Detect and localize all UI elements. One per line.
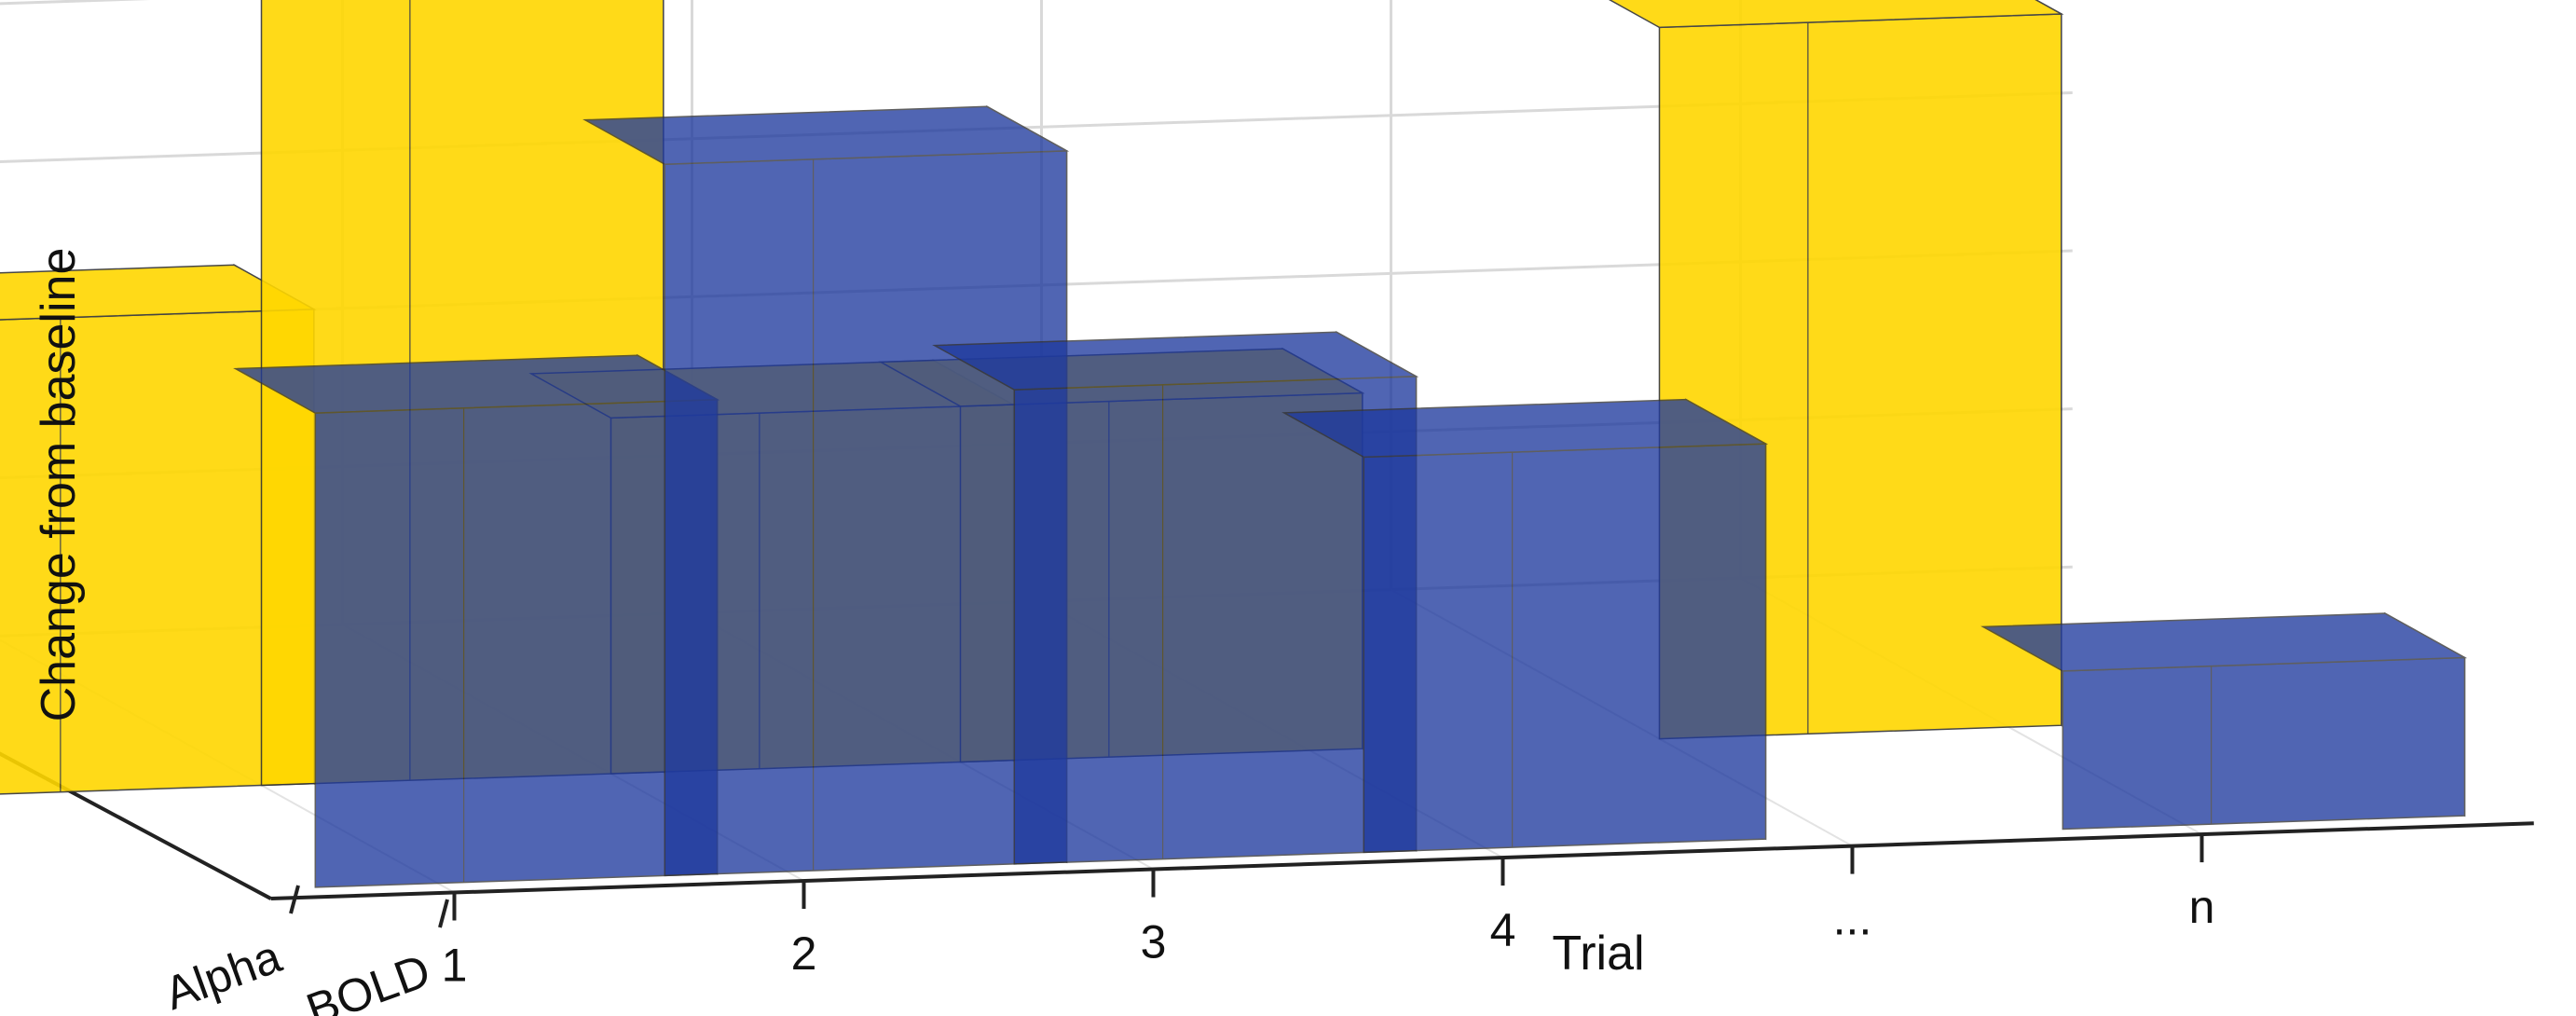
bar-top-face [233, 354, 720, 414]
bars-layer [0, 0, 2468, 888]
x-tick-label: 2 [791, 927, 817, 980]
x-tick-label: 4 [1490, 904, 1516, 956]
bar-top-face [932, 331, 1419, 391]
bar-top-face [0, 264, 317, 321]
bar-front-face [1363, 443, 1767, 854]
bar-bold [1980, 611, 2468, 831]
bar-front-face [314, 398, 719, 888]
x-tick-label: n [2189, 881, 2215, 933]
x-tick-label: ... [1833, 893, 1872, 945]
bar-front-face [664, 150, 1068, 877]
x-axis-line [270, 821, 2534, 901]
bar-top-face [1609, 0, 2064, 29]
depth-tick-label: Alpha [158, 930, 288, 1016]
bar-bold [1281, 398, 1769, 854]
x-axis-title: Trial [1552, 927, 1644, 981]
y-axis-title: Change from baseline [32, 248, 86, 722]
bar-top-face [1281, 398, 1769, 459]
bar-top-face [582, 105, 1070, 165]
depth-tick-label: BOLD [300, 944, 437, 1016]
bar-front-face [2062, 656, 2466, 831]
labels-layer: Change from baseline Trial 00.20.40.60.8… [32, 248, 2215, 1016]
depth-tick [289, 885, 300, 914]
depth-tick [438, 899, 449, 928]
bar-top-face [1980, 612, 2468, 672]
x-tick-label: 3 [1141, 916, 1167, 968]
x-tick-label: 1 [442, 940, 468, 992]
